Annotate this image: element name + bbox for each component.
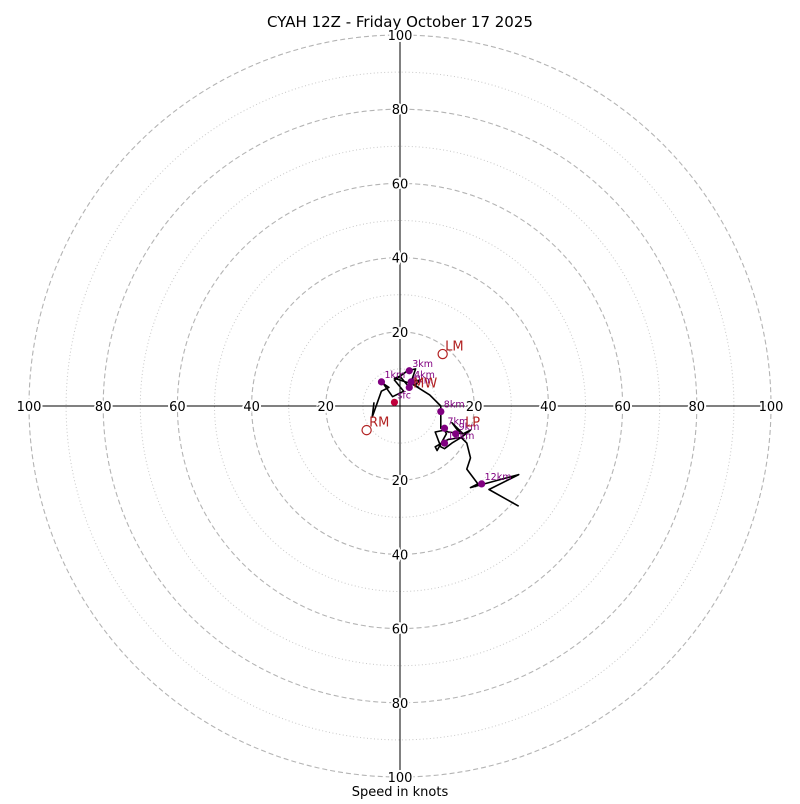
tick-label-bottom-80: 80	[392, 697, 409, 712]
height-label-5km: 5km	[412, 375, 433, 386]
height-label-7km: 7km	[448, 416, 469, 427]
height-label-10km: 10km	[448, 431, 475, 442]
storm-motion-label-mw: MW	[413, 377, 437, 392]
storm-motion-markers: LM RM MW LP	[361, 340, 480, 436]
tick-label-bottom-20: 20	[392, 474, 409, 489]
height-marker-9km	[452, 430, 460, 438]
storm-motion-marker-rm	[361, 424, 372, 436]
height-marker-7km	[440, 424, 449, 432]
storm-motion-marker-lm	[437, 348, 448, 360]
tick-label-right-60: 60	[614, 400, 631, 415]
tick-label-right-80: 80	[689, 400, 706, 415]
tick-label-left-20: 20	[318, 400, 335, 415]
tick-label-left-80: 80	[95, 400, 112, 415]
storm-motion-label-rm: RM	[369, 416, 389, 431]
tick-label-bottom-40: 40	[392, 548, 409, 563]
tick-label-top-60: 60	[392, 177, 409, 192]
tick-label-top-80: 80	[392, 103, 409, 118]
tick-label-top-40: 40	[392, 252, 409, 267]
storm-motion-label-lm: LM	[445, 340, 463, 355]
tick-label-right-100: 100	[759, 400, 784, 415]
height-label-sfc: sfc	[397, 390, 411, 401]
height-label-9km: 9km	[459, 422, 480, 433]
tick-label-bottom-100: 100	[388, 771, 413, 786]
storm-motion-label-lp: LP	[465, 416, 480, 431]
tick-label-left-40: 40	[243, 400, 260, 415]
chart-title: CYAH 12Z - Friday October 17 2025	[267, 13, 533, 31]
height-marker-3km	[405, 367, 413, 375]
height-label-1km: 1km	[384, 370, 405, 381]
height-marker-8km	[437, 407, 445, 416]
height-label-4km: 4km	[414, 370, 435, 381]
height-marker-4km	[407, 378, 415, 386]
height-marker-10km	[440, 439, 449, 447]
tick-label-top-100: 100	[388, 29, 413, 44]
height-label-12km: 12km	[485, 472, 512, 483]
tick-label-right-40: 40	[540, 400, 557, 415]
height-label-3km: 3km	[412, 359, 433, 370]
height-marker-1km	[377, 378, 386, 386]
tick-label-left-100: 100	[17, 400, 42, 415]
height-label-8km: 8km	[444, 400, 465, 411]
height-marker-12km	[478, 480, 486, 488]
tick-label-bottom-60: 60	[392, 623, 409, 638]
height-marker-sfc	[390, 398, 399, 406]
x-axis-label: Speed in knots	[352, 785, 449, 800]
height-marker-5km	[405, 383, 413, 392]
tick-labels: 20 20 20 20 40 40 40 40 60 60 60 60 80 80 80 80 100 100 10…	[15, 27, 786, 788]
tick-label-left-60: 60	[169, 400, 186, 415]
tick-label-top-20: 20	[392, 326, 409, 341]
tick-label-right-20: 20	[466, 400, 483, 415]
axes	[29, 35, 771, 777]
